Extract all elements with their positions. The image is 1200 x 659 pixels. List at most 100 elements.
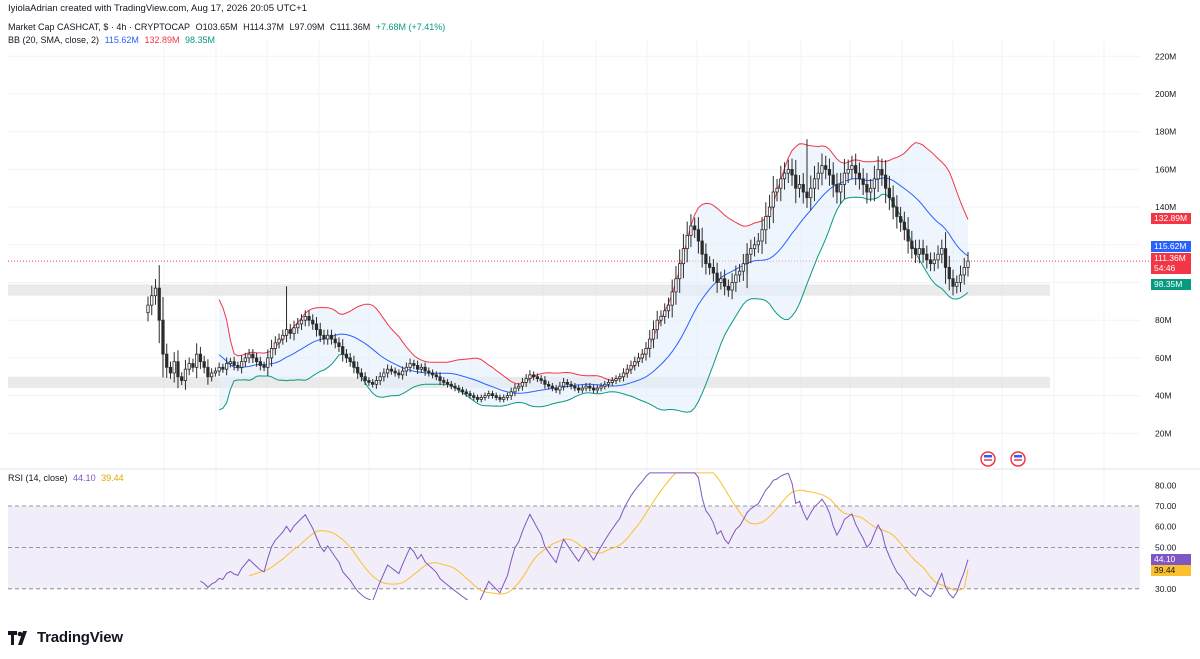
candle-up xyxy=(153,287,158,297)
candle-down xyxy=(262,365,266,368)
candle-down xyxy=(943,248,948,268)
candle-up xyxy=(483,395,487,398)
candle-up xyxy=(850,165,854,170)
candle-up xyxy=(842,172,847,185)
candle-up xyxy=(479,397,483,400)
rsi-y-tick-label: 60.00 xyxy=(1155,522,1177,532)
candle-up xyxy=(603,383,607,387)
candle-down xyxy=(854,165,858,174)
candle-up xyxy=(610,380,614,383)
bb-upper-line xyxy=(218,142,969,385)
candle-up xyxy=(266,357,270,368)
candle-up xyxy=(528,374,532,380)
bb-basis-tag: 115.62M xyxy=(1151,241,1191,252)
candle-up xyxy=(767,206,772,217)
candle-up xyxy=(404,366,408,372)
rsi-y-tick-label: 30.00 xyxy=(1155,584,1177,594)
candle-down xyxy=(865,184,869,193)
candle-up xyxy=(625,368,629,374)
candle-down xyxy=(457,387,461,391)
candle-up xyxy=(225,363,229,370)
candle-up xyxy=(303,316,307,321)
candle-up xyxy=(502,397,506,400)
attribution-text: IyiolaAdrian created with TradingView.co… xyxy=(8,3,307,14)
candle-down xyxy=(902,221,906,231)
candle-up xyxy=(681,248,686,265)
candle-up xyxy=(281,334,285,340)
candle-down xyxy=(550,385,555,389)
candle-down xyxy=(423,366,427,372)
candle-down xyxy=(438,376,442,381)
candle-up xyxy=(633,361,637,366)
candle-down xyxy=(434,374,438,378)
candle-up xyxy=(663,310,667,317)
candle-up xyxy=(326,334,330,340)
candle-down xyxy=(412,363,416,366)
candle-down xyxy=(307,316,311,321)
candle-down xyxy=(726,285,730,291)
candle-down xyxy=(910,240,914,249)
candle-up xyxy=(958,274,963,283)
candle-up xyxy=(513,387,517,393)
candle-down xyxy=(831,174,835,185)
candle-down xyxy=(236,365,240,368)
candle-up xyxy=(756,240,760,246)
candle-up xyxy=(277,338,281,344)
ohlc-close: C111.36M xyxy=(330,22,371,32)
rsi-band xyxy=(8,506,1140,589)
candle-down xyxy=(887,187,891,199)
candle-up xyxy=(247,353,251,359)
rsi-ma-tag: 39.44 xyxy=(1151,565,1191,576)
candles xyxy=(146,139,970,403)
candle-down xyxy=(700,240,704,255)
candle-down xyxy=(951,278,955,287)
y-tick-label: 40M xyxy=(1155,391,1172,401)
candle-down xyxy=(913,248,918,255)
candle-down xyxy=(464,391,468,395)
candle-down xyxy=(835,184,839,193)
candle-up xyxy=(382,372,386,378)
candle-down xyxy=(427,370,431,374)
candle-down xyxy=(490,393,495,396)
candle-down xyxy=(180,376,184,381)
candle-up xyxy=(213,370,218,374)
candle-down xyxy=(165,353,169,368)
bb-upper-tag: 132.89M xyxy=(1151,213,1191,224)
candle-up xyxy=(685,234,689,249)
candle-up xyxy=(187,363,191,370)
candle-down xyxy=(198,353,203,363)
candle-down xyxy=(397,372,401,376)
candle-up xyxy=(400,370,405,376)
candle-up xyxy=(284,329,289,336)
candle-up xyxy=(618,376,622,380)
rsi-label: RSI (14, close) xyxy=(8,473,68,483)
bb-fill xyxy=(219,142,969,413)
candle-up xyxy=(955,282,959,287)
candle-down xyxy=(696,229,701,242)
candle-up xyxy=(666,304,671,312)
candle-down xyxy=(314,323,319,331)
last-price-tag: 111.36M xyxy=(1151,253,1191,264)
tradingview-footer: TradingView xyxy=(8,629,123,646)
y-tick-label: 180M xyxy=(1155,127,1176,137)
ohlc-change: +7.68M (+7.41%) xyxy=(375,22,446,32)
candle-up xyxy=(797,184,802,189)
candle-down xyxy=(884,174,888,189)
rsi-tag: 44.10 xyxy=(1151,554,1191,565)
candle-up xyxy=(172,361,176,374)
bb-label: BB (20, SMA, close, 2) xyxy=(8,35,100,45)
candle-down xyxy=(157,287,161,321)
bb-lower-value: 98.35M xyxy=(184,35,216,45)
candle-up xyxy=(487,393,491,396)
candle-up xyxy=(195,353,199,368)
candle-up xyxy=(505,395,510,398)
candle-up xyxy=(670,291,674,306)
candle-up xyxy=(183,368,188,381)
candle-down xyxy=(794,174,798,189)
y-tick-label: 140M xyxy=(1155,202,1176,212)
candle-down xyxy=(359,372,364,378)
candle-up xyxy=(299,319,304,325)
candle-down xyxy=(318,329,322,336)
candle-up xyxy=(846,168,850,174)
